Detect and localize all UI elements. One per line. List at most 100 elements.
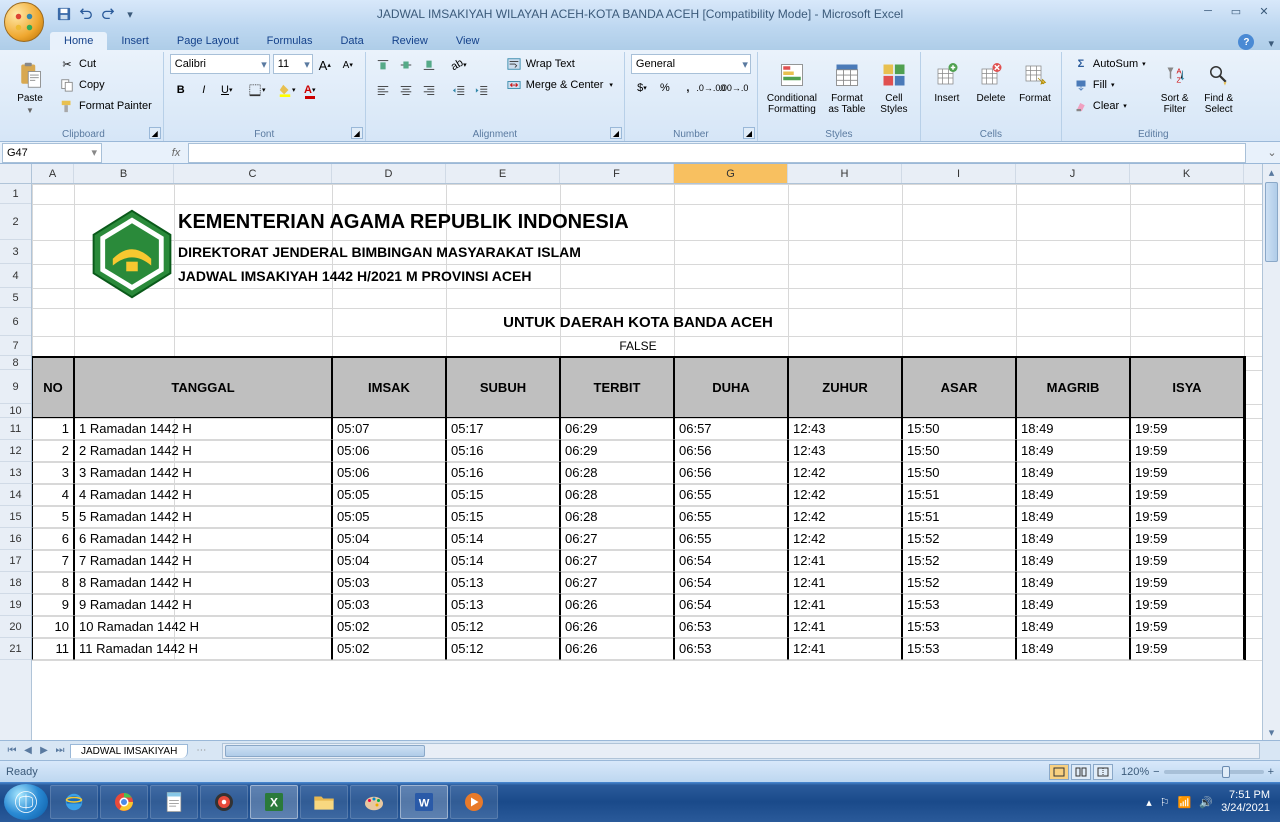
zoom-out-button[interactable]: − xyxy=(1153,766,1159,778)
paste-button[interactable]: Paste ▼ xyxy=(10,54,50,128)
sheet-nav-last[interactable]: ⏭ xyxy=(52,745,68,756)
row-header-14[interactable]: 14 xyxy=(0,484,31,506)
col-header-C[interactable]: C xyxy=(174,164,332,183)
border-button[interactable]: ▾ xyxy=(246,79,268,101)
row-header-2[interactable]: 2 xyxy=(0,204,31,240)
delete-cells-button[interactable]: Delete xyxy=(971,54,1011,128)
currency-button[interactable]: $▾ xyxy=(631,77,653,99)
taskbar-explorer[interactable] xyxy=(300,785,348,819)
row-header-20[interactable]: 20 xyxy=(0,616,31,638)
cell-styles-button[interactable]: Cell Styles xyxy=(874,54,914,128)
cut-button[interactable]: ✂Cut xyxy=(54,54,157,74)
taskbar-paint[interactable] xyxy=(350,785,398,819)
row-header-16[interactable]: 16 xyxy=(0,528,31,550)
format-cells-button[interactable]: Format xyxy=(1015,54,1055,128)
row-header-7[interactable]: 7 xyxy=(0,336,31,356)
taskbar-media[interactable] xyxy=(200,785,248,819)
tray-volume-icon[interactable]: 🔊 xyxy=(1199,796,1213,809)
sort-filter-button[interactable]: AZSort & Filter xyxy=(1155,54,1195,128)
hscroll-thumb[interactable] xyxy=(225,745,425,757)
help-icon[interactable]: ? xyxy=(1238,34,1254,50)
save-icon[interactable] xyxy=(54,4,74,24)
underline-button[interactable]: U▾ xyxy=(216,79,238,101)
row-header-18[interactable]: 18 xyxy=(0,572,31,594)
start-button[interactable] xyxy=(4,784,48,820)
sheet-tab-active[interactable]: JADWAL IMSAKIYAH xyxy=(70,744,188,758)
row-header-6[interactable]: 6 xyxy=(0,308,31,336)
font-launcher[interactable]: ◢ xyxy=(351,127,363,139)
conditional-formatting-button[interactable]: Conditional Formatting xyxy=(764,54,820,128)
font-color-button[interactable]: A▾ xyxy=(299,79,321,101)
align-bottom-button[interactable] xyxy=(418,54,440,76)
shrink-font-button[interactable]: A▾ xyxy=(337,54,359,76)
tab-view[interactable]: View xyxy=(442,32,494,50)
col-header-A[interactable]: A xyxy=(32,164,74,183)
zoom-slider[interactable] xyxy=(1164,770,1264,774)
office-button[interactable] xyxy=(4,2,44,42)
italic-button[interactable]: I xyxy=(193,79,215,101)
row-header-1[interactable]: 1 xyxy=(0,184,31,204)
minimize-icon[interactable]: ─ xyxy=(1196,2,1220,20)
formula-bar[interactable] xyxy=(188,143,1246,163)
tray-flag-icon[interactable]: ⚐ xyxy=(1160,796,1170,809)
align-center-button[interactable] xyxy=(395,79,417,101)
maximize-icon[interactable]: ▭ xyxy=(1224,2,1248,20)
col-header-J[interactable]: J xyxy=(1016,164,1130,183)
tab-data[interactable]: Data xyxy=(326,32,377,50)
clear-button[interactable]: Clear▾ xyxy=(1068,96,1151,116)
clipboard-launcher[interactable]: ◢ xyxy=(149,127,161,139)
tab-page-layout[interactable]: Page Layout xyxy=(163,32,253,50)
row-header-9[interactable]: 9 xyxy=(0,370,31,404)
taskbar-word[interactable]: W xyxy=(400,785,448,819)
copy-button[interactable]: Copy xyxy=(54,75,157,95)
fill-button[interactable]: Fill▾ xyxy=(1068,75,1151,95)
row-header-21[interactable]: 21 xyxy=(0,638,31,660)
new-sheet-icon[interactable]: ⋯ xyxy=(190,744,212,757)
row-header-3[interactable]: 3 xyxy=(0,240,31,264)
row-header-15[interactable]: 15 xyxy=(0,506,31,528)
taskbar-ie[interactable] xyxy=(50,785,98,819)
find-select-button[interactable]: Find & Select xyxy=(1199,54,1239,128)
alignment-launcher[interactable]: ◢ xyxy=(610,127,622,139)
row-header-19[interactable]: 19 xyxy=(0,594,31,616)
view-pagebreak-button[interactable] xyxy=(1093,764,1113,780)
sheet-nav-prev[interactable]: ◀ xyxy=(20,745,36,756)
qat-dropdown-icon[interactable]: ▾ xyxy=(120,4,140,24)
format-painter-button[interactable]: Format Painter xyxy=(54,96,157,116)
view-normal-button[interactable] xyxy=(1049,764,1069,780)
col-header-B[interactable]: B xyxy=(74,164,174,183)
zoom-level[interactable]: 120% xyxy=(1121,766,1149,778)
taskbar-notepad[interactable] xyxy=(150,785,198,819)
grow-font-button[interactable]: A▴ xyxy=(314,54,336,76)
wrap-text-button[interactable]: Wrap Text xyxy=(501,54,618,74)
col-header-F[interactable]: F xyxy=(560,164,674,183)
row-header-12[interactable]: 12 xyxy=(0,440,31,462)
tray-clock[interactable]: 7:51 PM 3/24/2021 xyxy=(1221,789,1270,815)
merge-center-button[interactable]: Merge & Center▾ xyxy=(501,75,618,95)
taskbar-excel[interactable]: X xyxy=(250,785,298,819)
scroll-up-icon[interactable]: ▴ xyxy=(1263,164,1280,180)
align-right-button[interactable] xyxy=(418,79,440,101)
taskbar-chrome[interactable] xyxy=(100,785,148,819)
ribbon-dropdown-icon[interactable]: ▾ xyxy=(1268,37,1274,50)
select-all-corner[interactable] xyxy=(0,164,31,184)
view-layout-button[interactable] xyxy=(1071,764,1091,780)
increase-indent-button[interactable] xyxy=(471,79,493,101)
align-top-button[interactable] xyxy=(372,54,394,76)
tab-home[interactable]: Home xyxy=(50,32,107,50)
font-size-combo[interactable]: 11▾ xyxy=(273,54,313,74)
number-launcher[interactable]: ◢ xyxy=(743,127,755,139)
row-header-8[interactable]: 8 xyxy=(0,356,31,370)
row-header-17[interactable]: 17 xyxy=(0,550,31,572)
col-header-E[interactable]: E xyxy=(446,164,560,183)
insert-cells-button[interactable]: Insert xyxy=(927,54,967,128)
vscroll-thumb[interactable] xyxy=(1265,182,1278,262)
taskbar-wmp[interactable] xyxy=(450,785,498,819)
number-format-combo[interactable]: General▾ xyxy=(631,54,751,74)
close-icon[interactable]: ✕ xyxy=(1252,2,1276,20)
sheet-nav-next[interactable]: ▶ xyxy=(36,745,52,756)
bold-button[interactable]: B xyxy=(170,79,192,101)
decrease-indent-button[interactable] xyxy=(448,79,470,101)
autosum-button[interactable]: ΣAutoSum▾ xyxy=(1068,54,1151,74)
align-middle-button[interactable] xyxy=(395,54,417,76)
